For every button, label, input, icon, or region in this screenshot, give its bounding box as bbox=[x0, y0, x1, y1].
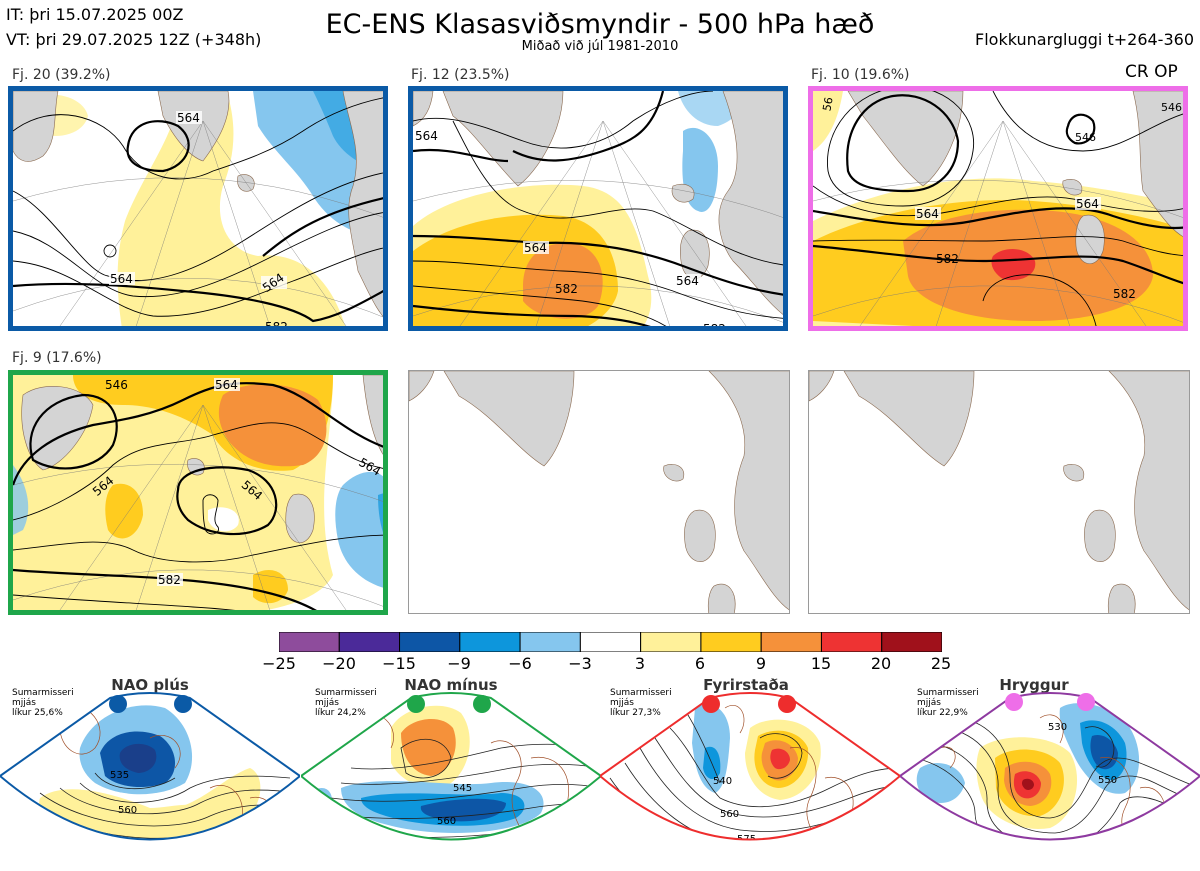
contour-label: 564 bbox=[1076, 197, 1099, 211]
contour-label: 575 bbox=[737, 834, 756, 845]
cr-op-label: CR OP bbox=[1125, 62, 1178, 82]
colorbar-tick: −6 bbox=[508, 654, 532, 673]
regime-name-2: NAO mínus bbox=[404, 676, 498, 694]
colorbar-tick: 6 bbox=[694, 654, 706, 673]
contour-label: 546 bbox=[105, 378, 128, 392]
colorbar-tick: 25 bbox=[930, 654, 952, 673]
colorbar-tick: −25 bbox=[262, 654, 296, 673]
window-label: Flokkunargluggi t+264-360 bbox=[975, 30, 1194, 49]
contour-label: 582 bbox=[555, 282, 578, 296]
colorbar-swatch bbox=[700, 632, 762, 652]
cluster-map-2: 564 564 582 564 582 bbox=[408, 86, 788, 331]
colorbar-tick: −9 bbox=[447, 654, 471, 673]
cluster-label-3: Fj. 10 (19.6%) bbox=[811, 67, 910, 83]
contour-label: 560 bbox=[118, 805, 137, 816]
issue-time: IT: þri 15.07.2025 00Z bbox=[6, 5, 184, 24]
contour-label: 550 bbox=[1098, 775, 1117, 786]
contour-label: 564 bbox=[215, 378, 238, 392]
colorbar-tick: 20 bbox=[870, 654, 892, 673]
colorbar bbox=[279, 632, 942, 652]
colorbar-tick: −20 bbox=[322, 654, 356, 673]
colorbar-swatch bbox=[399, 632, 461, 652]
contour-label: 560 bbox=[437, 816, 456, 827]
contour-label: 582 bbox=[703, 322, 726, 331]
empty-map-6 bbox=[808, 370, 1190, 614]
contour-label: 582 bbox=[158, 573, 181, 587]
contour-label: 564 bbox=[110, 272, 133, 286]
colorbar-tick: −15 bbox=[382, 654, 416, 673]
regime-info-1: Sumarmisseri mjjás líkur 25,6% bbox=[12, 688, 74, 718]
contour-label: 560 bbox=[720, 809, 739, 820]
page-subtitle: Miðað við júl 1981-2010 bbox=[521, 39, 679, 54]
colorbar-swatch bbox=[519, 632, 581, 652]
contour-label: 582 bbox=[265, 320, 288, 331]
contour-label: 546 bbox=[1075, 131, 1096, 144]
cluster-map-1: 564 564 564 582 bbox=[8, 86, 388, 331]
regime-name-4: Hryggur bbox=[999, 676, 1069, 694]
contour-label: 564 bbox=[415, 129, 438, 143]
regime-map-3: 540 560 575 bbox=[600, 692, 900, 845]
colorbar-swatch bbox=[459, 632, 521, 652]
contour-label: 564 bbox=[177, 111, 200, 125]
contour-label: 540 bbox=[713, 776, 732, 787]
contour-label: 545 bbox=[453, 783, 472, 794]
empty-map-5 bbox=[408, 370, 790, 614]
colorbar-tick: 9 bbox=[755, 654, 767, 673]
contour-label: 56 bbox=[820, 96, 835, 112]
contour-label: 575 bbox=[1090, 838, 1109, 849]
cluster-label-1: Fj. 20 (39.2%) bbox=[12, 67, 111, 83]
cluster-label-2: Fj. 12 (23.5%) bbox=[411, 67, 510, 83]
contour-label: 535 bbox=[110, 770, 129, 781]
regime-map-2: 545 560 575 bbox=[301, 692, 601, 862]
colorbar-swatch bbox=[881, 632, 942, 652]
colorbar-swatch bbox=[579, 632, 642, 652]
colorbar-swatch bbox=[279, 632, 340, 652]
contour-label: 530 bbox=[1048, 722, 1067, 733]
contour-label: 582 bbox=[1113, 287, 1136, 301]
contour-label: 575 bbox=[447, 851, 466, 862]
colorbar-swatch bbox=[820, 632, 883, 652]
contour-label: 582 bbox=[358, 608, 381, 615]
colorbar-tick: 3 bbox=[634, 654, 646, 673]
colorbar-swatch bbox=[640, 632, 702, 652]
regime-map-4: 530 550 575 bbox=[900, 692, 1200, 849]
contour-label: 582 bbox=[936, 252, 959, 266]
contour-label: 564 bbox=[524, 241, 547, 255]
cluster-map-4: 546 564 564 564 564 582 582 bbox=[8, 370, 388, 615]
regime-name-1: NAO plús bbox=[111, 676, 189, 694]
contour-label: 546 bbox=[1161, 101, 1182, 114]
colorbar-swatch bbox=[338, 632, 401, 652]
page-title: EC-ENS Klasasviðsmyndir - 500 hPa hæð bbox=[325, 9, 875, 40]
colorbar-tick: 15 bbox=[810, 654, 832, 673]
regime-name-3: Fyrirstaða bbox=[703, 676, 789, 694]
cluster-map-3: 546 564 564 582 582 546 56 bbox=[808, 86, 1188, 331]
colorbar-swatch bbox=[760, 632, 822, 652]
valid-time: VT: þri 29.07.2025 12Z (+348h) bbox=[6, 30, 262, 49]
regime-info-3: Sumarmisseri mjjás líkur 27,3% bbox=[610, 688, 672, 718]
cluster-label-4: Fj. 9 (17.6%) bbox=[12, 350, 102, 366]
contour-label: 564 bbox=[916, 207, 939, 221]
regime-map-1: 535 560 bbox=[0, 692, 300, 841]
contour-label: 564 bbox=[676, 274, 699, 288]
colorbar-tick: −3 bbox=[568, 654, 592, 673]
regime-info-4: Sumarmisseri mjjás líkur 22,9% bbox=[917, 688, 979, 718]
regime-info-2: Sumarmisseri mjjás líkur 24,2% bbox=[315, 688, 377, 718]
